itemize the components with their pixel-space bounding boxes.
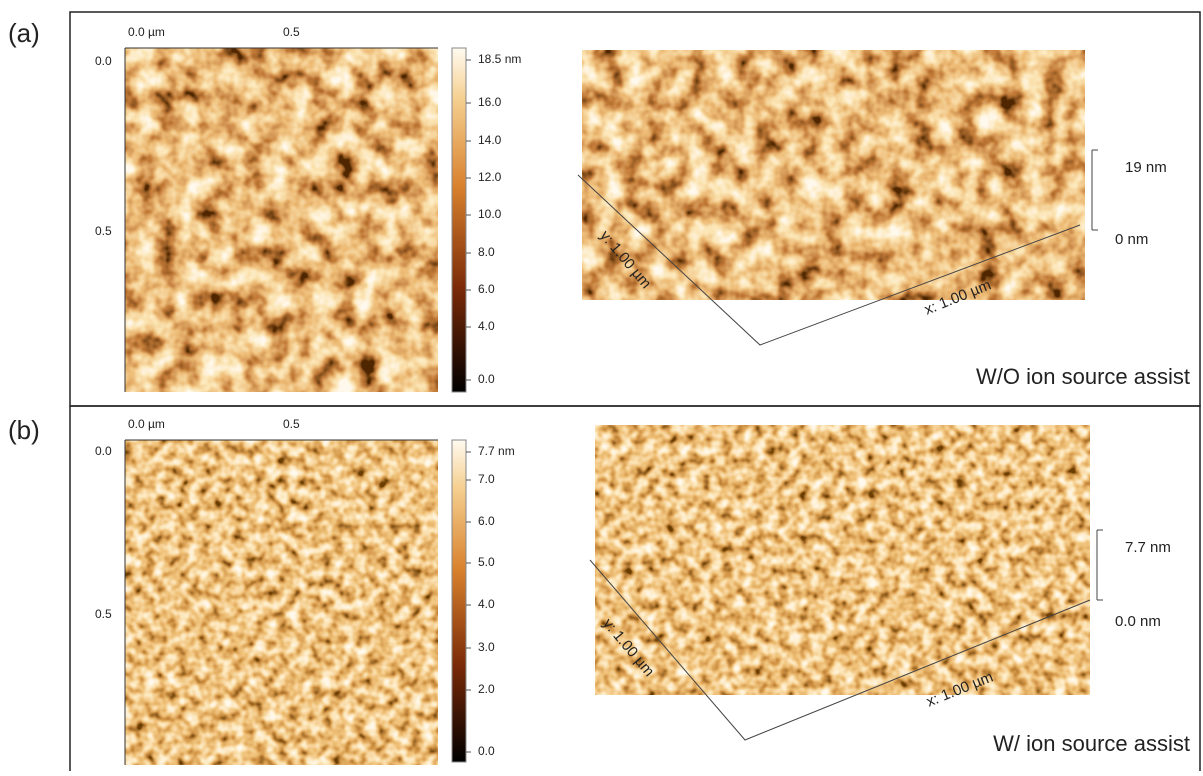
z-bottom-label: 0.0 nm — [1115, 613, 1161, 630]
color-scale-label: 0.0 — [478, 744, 495, 758]
x-tick-label: 0.0 µm — [128, 25, 165, 39]
x-axis-label: x: 1.00 µm — [924, 668, 996, 710]
color-scale-label: 14.0 — [478, 133, 502, 147]
y-tick-label: 0.0 — [95, 54, 112, 68]
afm-image — [125, 48, 438, 392]
panel-label: (a) — [8, 18, 40, 48]
afm-image — [125, 440, 438, 765]
color-scale-label: 3.0 — [478, 640, 495, 654]
x-tick-label: 0.5 — [283, 25, 300, 39]
z-axis — [1097, 530, 1103, 600]
color-scale-label: 18.5 nm — [478, 52, 521, 66]
color-bar — [452, 440, 466, 762]
color-scale-label: 6.0 — [478, 514, 495, 528]
color-bar — [452, 48, 466, 392]
y-tick-label: 0.5 — [95, 224, 112, 238]
x-tick-label: 0.5 — [283, 417, 300, 431]
z-axis — [1092, 150, 1098, 230]
color-scale-label: 12.0 — [478, 170, 502, 184]
color-scale-label: 10.0 — [478, 207, 502, 221]
z-bottom-label: 0 nm — [1115, 231, 1148, 248]
z-top-label: 19 nm — [1125, 159, 1167, 176]
color-scale-label: 5.0 — [478, 555, 495, 569]
color-scale-label: 2.0 — [478, 682, 495, 696]
panel-label: (b) — [8, 415, 40, 445]
y-tick-label: 0.5 — [95, 607, 112, 621]
caption: W/ ion source assist — [993, 731, 1190, 756]
color-scale-label: 7.0 — [478, 472, 495, 486]
surface-3d — [595, 425, 1090, 695]
y-axis-label: y: 1.00 µm — [596, 227, 654, 292]
color-scale-label: 6.0 — [478, 282, 495, 296]
x-axis-label: x: 1.00 µm — [922, 276, 994, 318]
color-scale-label: 7.7 nm — [478, 444, 515, 458]
z-top-label: 7.7 nm — [1125, 539, 1171, 556]
y-axis-label: y: 1.00 µm — [599, 615, 657, 680]
x-tick-label: 0.0 µm — [128, 417, 165, 431]
color-scale-label: 8.0 — [478, 245, 495, 259]
surface-3d — [582, 50, 1085, 300]
color-scale-label: 16.0 — [478, 95, 502, 109]
color-scale-label: 0.0 — [478, 372, 495, 386]
figure: (a) 0.0 µm 0.5 0.0 0.5 18.5 nm 16.0 14.0 12.0 10.… — [0, 0, 1203, 771]
color-scale-label: 4.0 — [478, 597, 495, 611]
color-scale-label: 4.0 — [478, 319, 495, 333]
y-tick-label: 0.0 — [95, 444, 112, 458]
caption: W/O ion source assist — [976, 364, 1190, 389]
